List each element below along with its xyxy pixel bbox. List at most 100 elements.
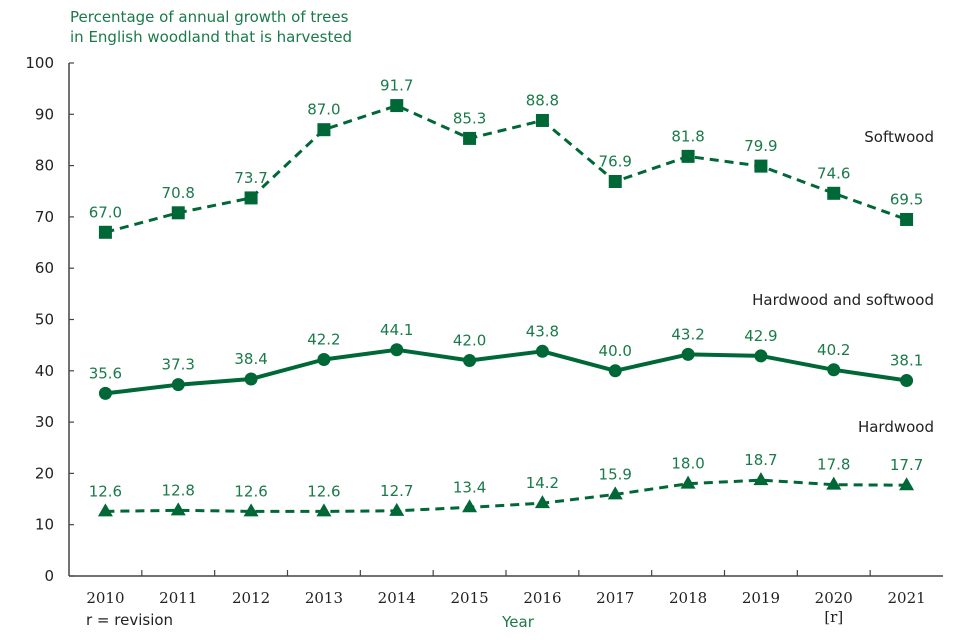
- data-label: 76.9: [599, 153, 632, 171]
- data-point-triangle: [534, 495, 550, 509]
- data-label: 43.8: [526, 322, 559, 340]
- data-point-triangle: [607, 486, 623, 500]
- series-line-hardwood: [105, 478, 907, 513]
- data-point-square: [390, 99, 404, 113]
- x-tick-label: 2016: [523, 589, 561, 607]
- data-label: 42.2: [307, 331, 340, 349]
- x-tick-label: 2012: [232, 589, 270, 607]
- series-line-hardwood-and-softwood: [105, 347, 907, 396]
- data-label: 12.6: [89, 482, 122, 500]
- y-tick-label: 70: [35, 208, 54, 226]
- data-point-triangle: [389, 502, 405, 516]
- data-point-circle: [390, 343, 404, 357]
- y-tick-label: 10: [35, 516, 54, 534]
- data-label: 85.3: [453, 109, 486, 127]
- data-point-square: [171, 206, 185, 220]
- data-label: 18.0: [671, 455, 704, 473]
- data-label: 12.6: [307, 482, 340, 500]
- data-label: 38.1: [890, 352, 923, 370]
- data-label: 40.2: [817, 341, 850, 359]
- data-point-triangle: [899, 477, 915, 491]
- data-label: 69.5: [890, 190, 923, 208]
- x-tick-label: 2015: [450, 589, 488, 607]
- data-label: 73.7: [234, 169, 267, 187]
- y-tick-label: 80: [35, 157, 54, 175]
- data-point-circle: [535, 344, 549, 358]
- data-point-triangle: [170, 502, 186, 516]
- y-tick-label: 90: [35, 105, 54, 123]
- x-tick-label: 2019: [742, 589, 780, 607]
- x-tick-label: 2017: [596, 589, 634, 607]
- data-label: 37.3: [162, 356, 195, 374]
- data-label: 70.8: [162, 184, 195, 202]
- data-label: 12.7: [380, 482, 413, 500]
- x-tick-label: 2010: [86, 589, 124, 607]
- y-tick-label: 30: [35, 413, 54, 431]
- data-point-circle: [681, 347, 695, 361]
- y-tick-label: 60: [35, 259, 54, 277]
- data-point-square: [535, 113, 549, 127]
- x-tick-label: 2018: [669, 589, 707, 607]
- x-tick-label: 2014: [378, 589, 416, 607]
- data-point-circle: [317, 353, 331, 367]
- data-label: 12.8: [162, 481, 195, 499]
- y-tick-label: 20: [35, 464, 54, 482]
- data-label: 74.6: [817, 164, 850, 182]
- data-label: 14.2: [526, 474, 559, 492]
- series-label: Softwood: [864, 128, 934, 146]
- x-tick-label: 2020: [815, 589, 853, 607]
- data-label: 17.8: [817, 456, 850, 474]
- x-tick-note: [r]: [824, 608, 843, 626]
- chart-title-line-1: Percentage of annual growth of trees: [70, 8, 349, 26]
- data-label: 81.8: [671, 127, 704, 145]
- data-label: 12.6: [234, 482, 267, 500]
- data-point-triangle: [826, 476, 842, 490]
- series-group: [97, 99, 915, 517]
- y-tick-label: 40: [35, 362, 54, 380]
- data-point-circle: [244, 372, 258, 386]
- series-label: Hardwood and softwood: [752, 291, 934, 309]
- x-tick-label: 2013: [305, 589, 343, 607]
- data-point-circle: [900, 374, 914, 388]
- data-point-square: [900, 212, 914, 226]
- data-point-triangle: [462, 499, 478, 513]
- series-line-softwood: [105, 104, 908, 234]
- series-label: Hardwood: [858, 418, 934, 436]
- data-label: 42.9: [744, 327, 777, 345]
- data-label: 18.7: [744, 451, 777, 469]
- data-label: 13.4: [453, 478, 486, 496]
- data-label: 38.4: [234, 350, 267, 368]
- y-tick-label: 100: [25, 54, 54, 72]
- data-labels: 67.0 70.8 73.7 87.0 91.7 85.3 88.8 76.9 81.8 79.9…: [89, 77, 934, 501]
- footnote: r = revision: [86, 611, 173, 629]
- data-point-square: [827, 186, 841, 200]
- data-point-square: [98, 225, 112, 239]
- x-axis-label: Year: [501, 613, 535, 631]
- data-label: 88.8: [526, 91, 559, 109]
- data-point-circle: [827, 363, 841, 377]
- data-point-square: [317, 123, 331, 137]
- y-tick-label: 0: [44, 567, 54, 585]
- data-point-triangle: [680, 475, 696, 489]
- data-label: 42.0: [453, 332, 486, 350]
- data-label: 17.7: [890, 456, 923, 474]
- chart-title: Percentage of annual growth of trees in …: [70, 7, 352, 47]
- data-label: 91.7: [380, 77, 413, 95]
- y-tick-label: 50: [35, 311, 54, 329]
- data-label: 79.9: [744, 137, 777, 155]
- data-point-square: [244, 191, 258, 205]
- data-label: 67.0: [89, 203, 122, 221]
- data-point-square: [681, 149, 695, 163]
- data-label: 44.1: [380, 321, 413, 339]
- data-point-square: [754, 159, 768, 173]
- data-point-triangle: [243, 503, 259, 517]
- data-label: 35.6: [89, 364, 122, 382]
- axes: 0 10 20 30 40 50 60 70 80 90 100 2010 2011 2012 2013 20…: [25, 54, 943, 626]
- data-label: 87.0: [307, 101, 340, 119]
- data-point-circle: [98, 386, 112, 400]
- data-point-triangle: [753, 472, 769, 486]
- chart-title-line-2: in English woodland that is harvested: [70, 28, 353, 46]
- data-label: 15.9: [599, 465, 632, 483]
- data-label: 43.2: [671, 325, 704, 343]
